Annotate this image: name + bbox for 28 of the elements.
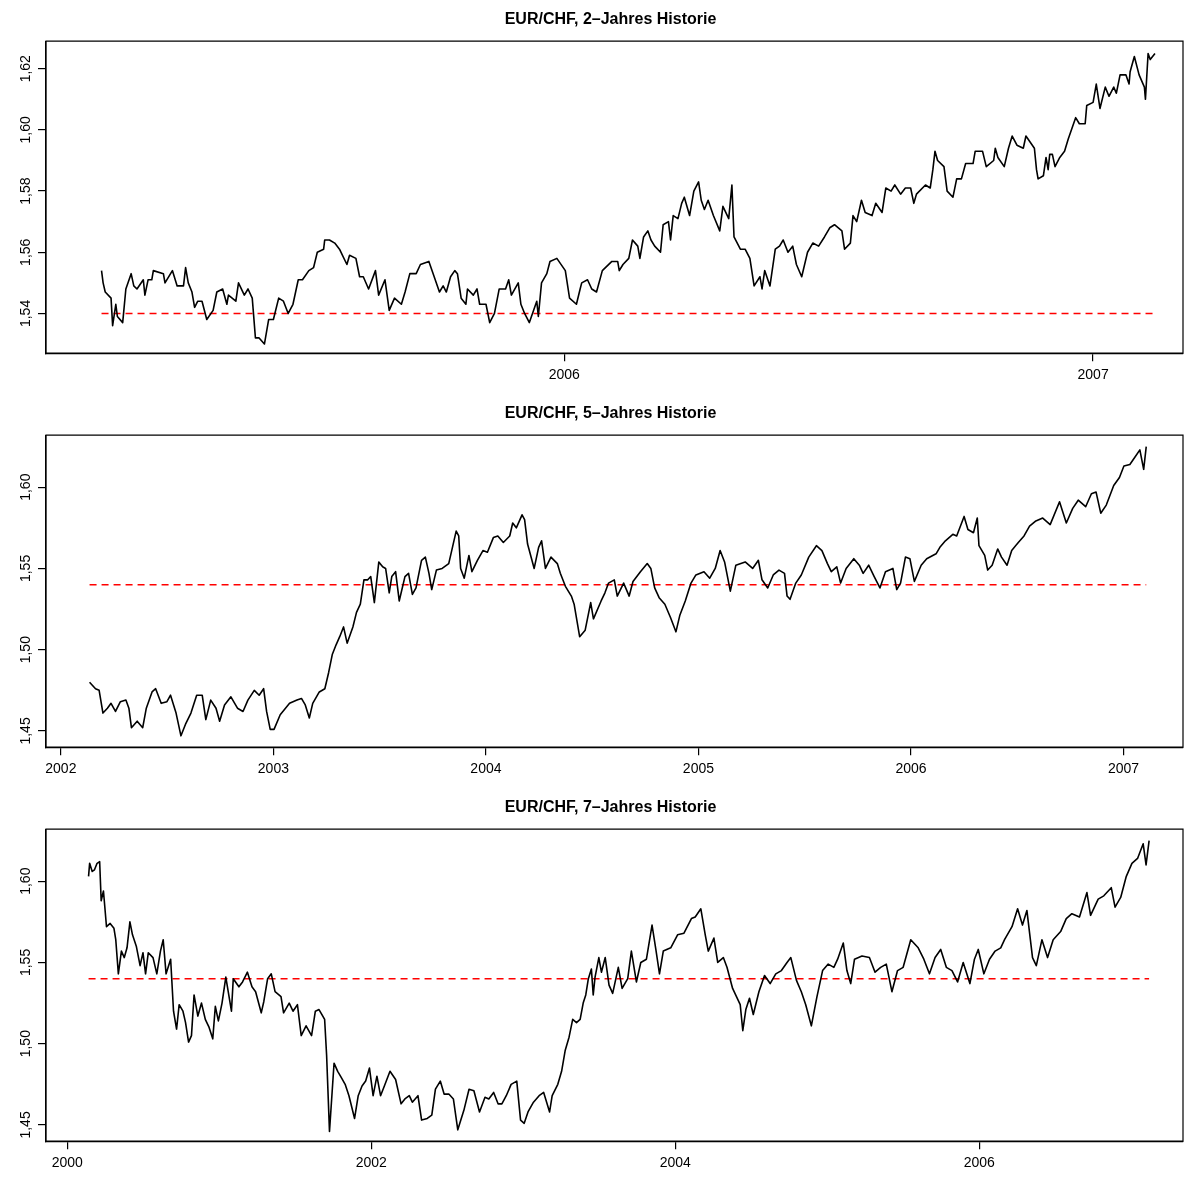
x-tick-label: 2006 — [548, 366, 581, 383]
x-tick-label: 2007 — [1107, 760, 1140, 777]
y-tick-label: 1,62 — [16, 54, 33, 83]
chart-title: EUR/CHF, 7–Jahres Historie — [504, 798, 717, 816]
x-tick-label: 2002 — [45, 760, 77, 777]
y-tick-label: 1,50 — [16, 1029, 33, 1058]
y-tick-label: 1,60 — [16, 473, 33, 501]
x-tick-label: 2002 — [355, 1154, 388, 1171]
y-tick-label: 1,55 — [16, 554, 33, 583]
x-tick-label: 2003 — [257, 760, 290, 777]
x-tick-label: 2005 — [682, 760, 715, 777]
y-tick-label: 1,60 — [16, 116, 33, 144]
x-tick-label: 2007 — [1077, 366, 1109, 383]
x-tick-label: 2004 — [470, 760, 502, 777]
y-tick-label: 1,58 — [16, 177, 33, 205]
y-tick-label: 1,54 — [16, 299, 33, 328]
x-tick-label: 2004 — [659, 1154, 692, 1171]
chart-title: EUR/CHF, 5–Jahres Historie — [504, 404, 717, 422]
y-tick-label: 1,55 — [16, 948, 33, 977]
x-tick-label: 2006 — [963, 1154, 996, 1171]
chart-title: EUR/CHF, 2–Jahres Historie — [504, 10, 717, 28]
x-tick-label: 2006 — [895, 760, 927, 777]
y-tick-label: 1,56 — [16, 238, 33, 266]
y-tick-label: 1,45 — [16, 717, 33, 745]
y-tick-label: 1,45 — [16, 1111, 33, 1139]
y-tick-label: 1,50 — [16, 635, 33, 664]
y-tick-label: 1,60 — [16, 867, 33, 895]
x-tick-label: 2000 — [51, 1154, 84, 1171]
